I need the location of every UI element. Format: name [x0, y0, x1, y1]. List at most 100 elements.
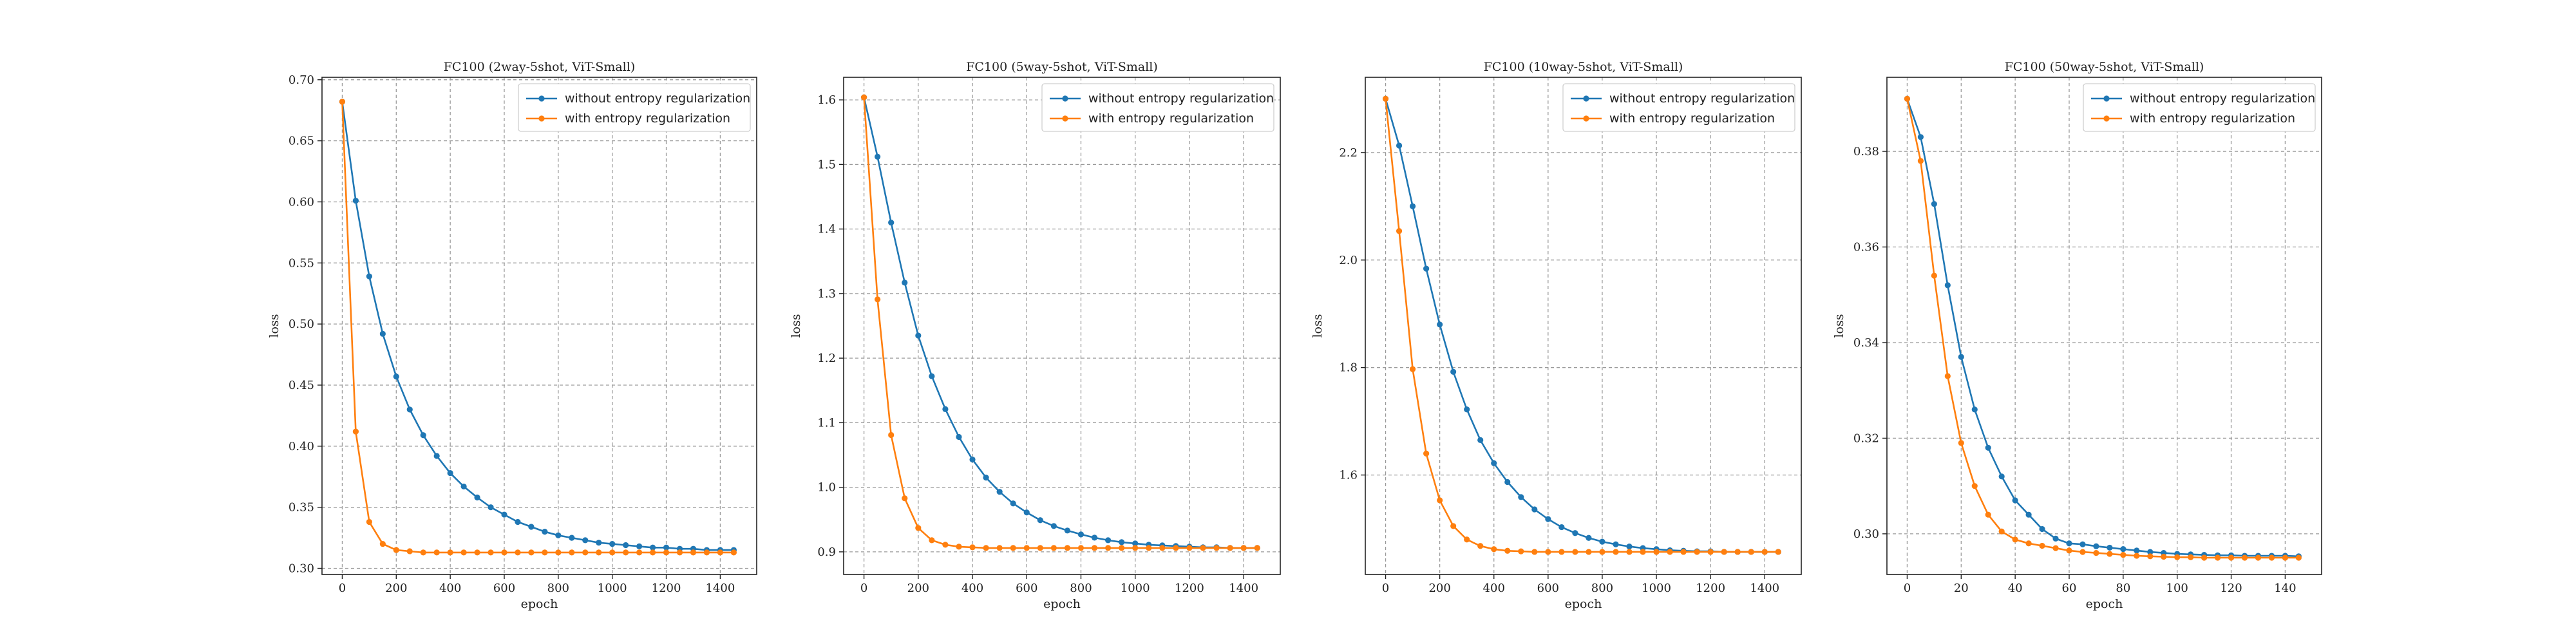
- data-point: [515, 518, 521, 526]
- data-point: [929, 373, 935, 379]
- data-point: [1200, 545, 1206, 551]
- y-tick-label: 0.60: [289, 195, 314, 209]
- x-tick-label: 140: [2274, 582, 2296, 595]
- legend-swatch-marker: [1583, 115, 1589, 122]
- data-point: [1091, 535, 1098, 541]
- data-point: [1971, 406, 1978, 413]
- data-point: [983, 475, 989, 481]
- data-point: [366, 273, 372, 279]
- data-point: [2255, 554, 2262, 561]
- data-point: [609, 540, 616, 547]
- data-point: [902, 495, 908, 502]
- data-point: [1023, 545, 1030, 551]
- data-point: [1558, 549, 1565, 555]
- legend-swatch-marker: [538, 95, 545, 102]
- plot-frame: [1886, 77, 2322, 575]
- y-tick-label: 0.34: [1853, 336, 1879, 350]
- data-point: [2039, 542, 2045, 549]
- data-point: [1464, 406, 1470, 413]
- data-point: [942, 406, 949, 412]
- legend: without entropy regularization with entro…: [518, 83, 751, 132]
- y-tick-label: 0.36: [1853, 241, 1879, 254]
- legend-label: with entropy regularization: [565, 111, 730, 126]
- data-point: [2093, 543, 2099, 549]
- x-tick-label: 800: [1591, 582, 1613, 595]
- plot-frame: [321, 77, 757, 575]
- data-point: [2079, 549, 2086, 555]
- x-tick-label: 1200: [1696, 582, 1725, 595]
- legend-swatch-marker: [1062, 95, 1068, 102]
- chart-title: FC100 (2way-5shot, ViT-Small): [444, 60, 636, 74]
- x-tick-label: 120: [2220, 582, 2242, 595]
- panel-5way-5shot: 0 200 400 600 800 1000 1200 1400 0.9 1.0 1.1 1.2 1.3…: [789, 60, 1281, 611]
- data-point: [2093, 549, 2099, 556]
- data-point: [1010, 545, 1016, 551]
- data-point: [1254, 545, 1260, 551]
- panel-2way-5shot: 0 200 400 600 800 1000 1200 1400 0.30 0.35 0.40 0.4…: [267, 60, 757, 611]
- data-point: [352, 428, 359, 435]
- data-point: [676, 549, 683, 556]
- data-point: [1409, 203, 1416, 209]
- legend-label: with entropy regularization: [2130, 111, 2295, 126]
- data-point: [2268, 554, 2275, 561]
- x-tick-label: 100: [2166, 582, 2188, 595]
- data-point: [1626, 549, 1633, 555]
- legend-label: without entropy regularization: [2130, 91, 2315, 106]
- legend-swatch-marker: [1583, 95, 1589, 102]
- data-point: [703, 549, 710, 556]
- data-point: [1545, 516, 1551, 522]
- data-point: [2079, 541, 2086, 547]
- legend-label: with entropy regularization: [1609, 111, 1775, 126]
- data-point: [875, 296, 881, 303]
- legend-swatch-marker: [538, 115, 545, 122]
- data-point: [528, 549, 535, 556]
- data-point: [1680, 549, 1687, 555]
- data-point: [1707, 549, 1714, 555]
- data-point: [542, 529, 548, 535]
- data-point: [969, 456, 976, 463]
- y-tick-label: 1.3: [817, 287, 836, 301]
- data-point: [2134, 547, 2140, 554]
- data-point: [1186, 545, 1193, 551]
- data-point: [1064, 545, 1071, 551]
- data-point: [1761, 549, 1768, 555]
- plot-frame: [1365, 77, 1802, 575]
- y-tick-label: 0.40: [289, 440, 314, 453]
- legend-box: [1041, 83, 1274, 132]
- x-tick-label: 200: [385, 582, 407, 595]
- data-point: [1931, 272, 1937, 279]
- data-point: [2295, 554, 2302, 561]
- data-point: [915, 525, 922, 531]
- data-point: [2174, 554, 2181, 560]
- x-tick-label: 1000: [1121, 582, 1150, 595]
- data-point: [1931, 201, 1937, 207]
- data-point: [1586, 549, 1592, 555]
- data-point: [1626, 544, 1633, 550]
- data-point: [2012, 536, 2018, 543]
- data-point: [915, 332, 922, 339]
- data-point: [609, 549, 616, 556]
- data-point: [406, 548, 413, 554]
- legend-label: without entropy regularization: [1609, 91, 1795, 106]
- data-point: [1572, 530, 1578, 536]
- data-point: [1613, 541, 1619, 547]
- y-tick-label: 1.0: [817, 481, 836, 495]
- data-point: [582, 537, 589, 544]
- data-point: [1132, 540, 1139, 547]
- data-point: [969, 544, 976, 551]
- data-point: [1985, 511, 1991, 518]
- data-point: [1985, 444, 1991, 451]
- y-tick-label: 2.0: [1339, 254, 1358, 267]
- data-point: [1572, 549, 1578, 555]
- x-tick-label: 0: [860, 582, 867, 595]
- x-tick-label: 80: [2116, 582, 2130, 595]
- legend-box: [2083, 83, 2316, 132]
- data-point: [996, 489, 1003, 495]
- data-point: [875, 153, 881, 160]
- data-point: [474, 549, 480, 556]
- x-tick-label: 60: [2062, 582, 2077, 595]
- data-point: [474, 494, 480, 501]
- data-point: [2241, 554, 2248, 561]
- legend-label: without entropy regularization: [1088, 91, 1274, 106]
